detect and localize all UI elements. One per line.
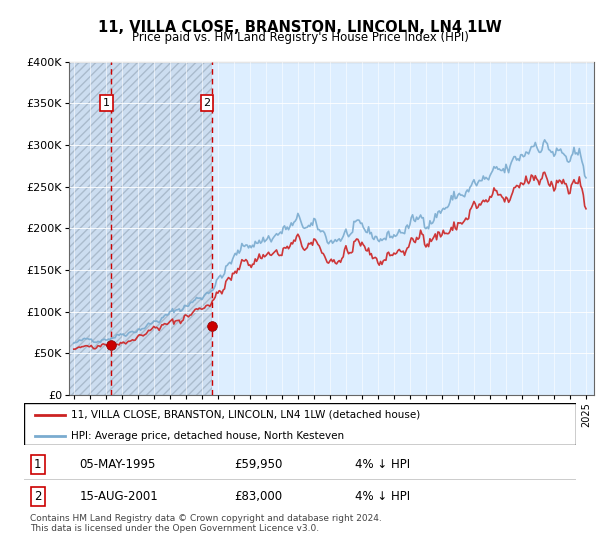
- Text: Price paid vs. HM Land Registry's House Price Index (HPI): Price paid vs. HM Land Registry's House …: [131, 31, 469, 44]
- Text: 4% ↓ HPI: 4% ↓ HPI: [355, 458, 410, 471]
- Bar: [212, 62, 594, 395]
- Text: 1: 1: [103, 98, 110, 108]
- Text: 2: 2: [34, 490, 41, 503]
- Text: 2: 2: [203, 98, 211, 108]
- FancyBboxPatch shape: [24, 403, 576, 445]
- Text: £59,950: £59,950: [234, 458, 282, 471]
- Text: Contains HM Land Registry data © Crown copyright and database right 2024.
This d: Contains HM Land Registry data © Crown c…: [30, 514, 382, 534]
- Bar: [112, 62, 212, 395]
- Text: 15-AUG-2001: 15-AUG-2001: [79, 490, 158, 503]
- Text: 05-MAY-1995: 05-MAY-1995: [79, 458, 155, 471]
- Text: £83,000: £83,000: [234, 490, 282, 503]
- Text: 11, VILLA CLOSE, BRANSTON, LINCOLN, LN4 1LW: 11, VILLA CLOSE, BRANSTON, LINCOLN, LN4 …: [98, 20, 502, 35]
- Text: 11, VILLA CLOSE, BRANSTON, LINCOLN, LN4 1LW (detached house): 11, VILLA CLOSE, BRANSTON, LINCOLN, LN4 …: [71, 410, 420, 420]
- Bar: [69, 62, 112, 395]
- Text: 4% ↓ HPI: 4% ↓ HPI: [355, 490, 410, 503]
- Text: 1: 1: [34, 458, 41, 471]
- Text: HPI: Average price, detached house, North Kesteven: HPI: Average price, detached house, Nort…: [71, 431, 344, 441]
